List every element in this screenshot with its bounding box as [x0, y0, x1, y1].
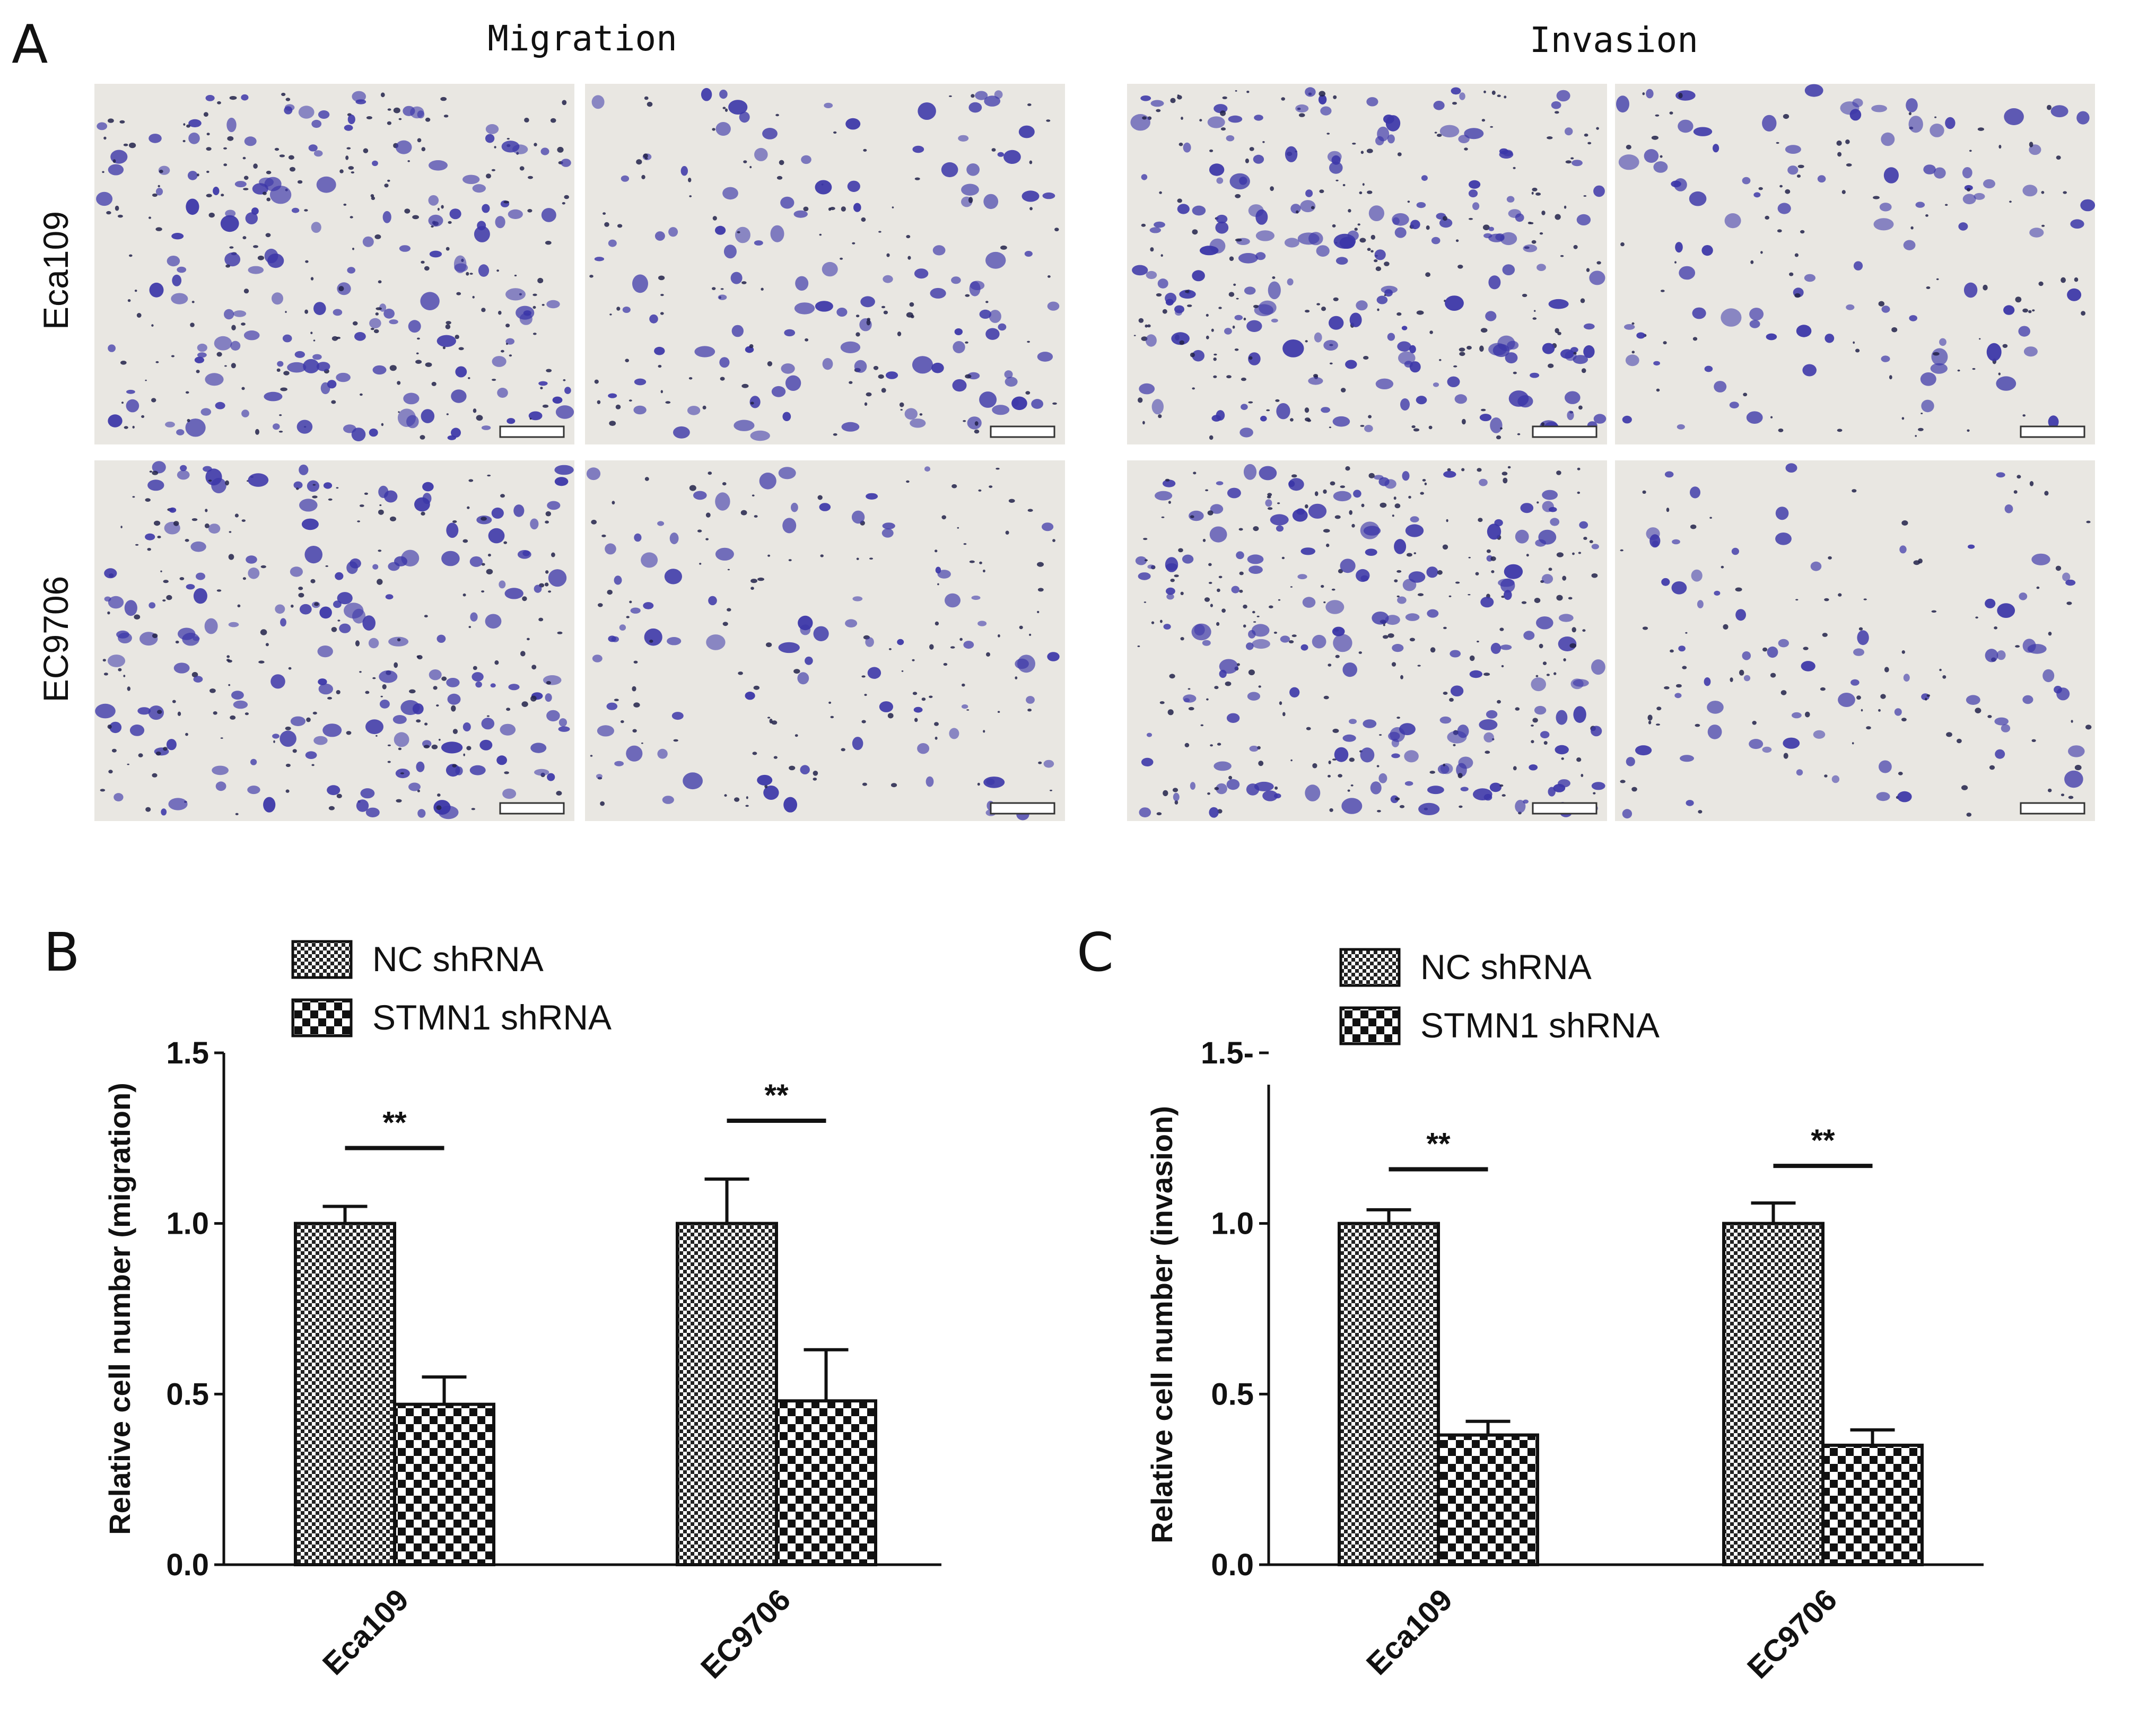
micrograph-ec9706-migration-nc: [94, 460, 574, 821]
bar-stmn1-shrna-ec9706: [775, 1399, 877, 1566]
y-tick-label: 1.0: [166, 1207, 209, 1241]
x-tick-label: Eca109: [1360, 1582, 1459, 1681]
micrograph-eca109-invasion-nc: [1127, 84, 1607, 444]
significance-marker: **: [382, 1106, 407, 1140]
significance-marker: **: [1811, 1123, 1835, 1158]
legend-swatch-nc-shrna: [291, 940, 353, 979]
legend-label-nc-shrna: NC shRNA: [372, 939, 544, 979]
column-title-migration: Migration: [487, 18, 677, 59]
micrograph-ec9706-invasion-stmn1: [1615, 460, 2095, 821]
micrograph-eca109-migration-nc: [94, 84, 574, 444]
micrograph-eca109-invasion-stmn1: [1615, 84, 2096, 444]
panel-label-b: B: [43, 921, 80, 983]
x-tick-label: Eca109: [316, 1582, 415, 1681]
y-tick-label: 1.5-: [1201, 1036, 1254, 1070]
y-tick-label: 1.5: [166, 1036, 209, 1070]
row-label-eca109: Eca109: [36, 211, 75, 330]
x-tick-label: EC9706: [694, 1582, 797, 1685]
legend-label-nc-shrna: NC shRNA: [1420, 947, 1592, 987]
x-tick-label: EC9706: [1741, 1582, 1844, 1685]
y-tick-label: 0.5: [166, 1377, 209, 1411]
micrograph-grid: [94, 84, 2096, 821]
legend-swatch-stmn1-shrna: [291, 998, 353, 1037]
legend-swatch-stmn1-shrna: [1339, 1006, 1401, 1045]
legend-label-stmn1-shrna: STMN1 shRNA: [372, 998, 612, 1037]
legend-swatch-nc-shrna: [1339, 948, 1401, 987]
bar-nc-shrna-ec9706: [1722, 1222, 1825, 1567]
y-axis-label: Relative cell number (invasion): [1145, 1106, 1179, 1543]
chart-migration: 0.0 0.5 1.0 1.5 Relative cell number (migrat…: [103, 939, 941, 1685]
legend-label-stmn1-shrna: STMN1 shRNA: [1420, 1006, 1660, 1045]
row-label-ec9706: EC9706: [36, 576, 75, 703]
micrograph-eca109-migration-stmn1: [585, 84, 1065, 444]
y-tick-label: 0.5: [1211, 1377, 1254, 1411]
bar-nc-shrna-eca109: [1338, 1222, 1440, 1567]
significance-marker: **: [764, 1078, 789, 1113]
y-axis-label: Relative cell number (migration): [103, 1083, 136, 1535]
bar-nc-shrna-eca109: [294, 1222, 396, 1567]
bar-stmn1-shrna-eca109: [1437, 1433, 1539, 1567]
column-title-invasion: Invasion: [1530, 20, 1698, 60]
y-tick-label: 0.0: [1211, 1548, 1254, 1582]
micrograph-ec9706-invasion-nc: [1127, 460, 1607, 821]
panel-label-a: A: [12, 13, 48, 75]
bar-stmn1-shrna-eca109: [393, 1402, 495, 1566]
significance-marker: **: [1426, 1127, 1451, 1162]
chart-invasion: 0.0 0.5 1.0 1.5- Relative cell number (invas…: [1145, 947, 1984, 1685]
panel-label-c: C: [1077, 921, 1114, 983]
bar-nc-shrna-ec9706: [676, 1222, 778, 1567]
bar-stmn1-shrna-ec9706: [1821, 1443, 1924, 1566]
micrograph-ec9706-migration-stmn1: [585, 460, 1065, 821]
y-tick-label: 0.0: [166, 1548, 209, 1582]
y-tick-label: 1.0: [1211, 1207, 1254, 1241]
